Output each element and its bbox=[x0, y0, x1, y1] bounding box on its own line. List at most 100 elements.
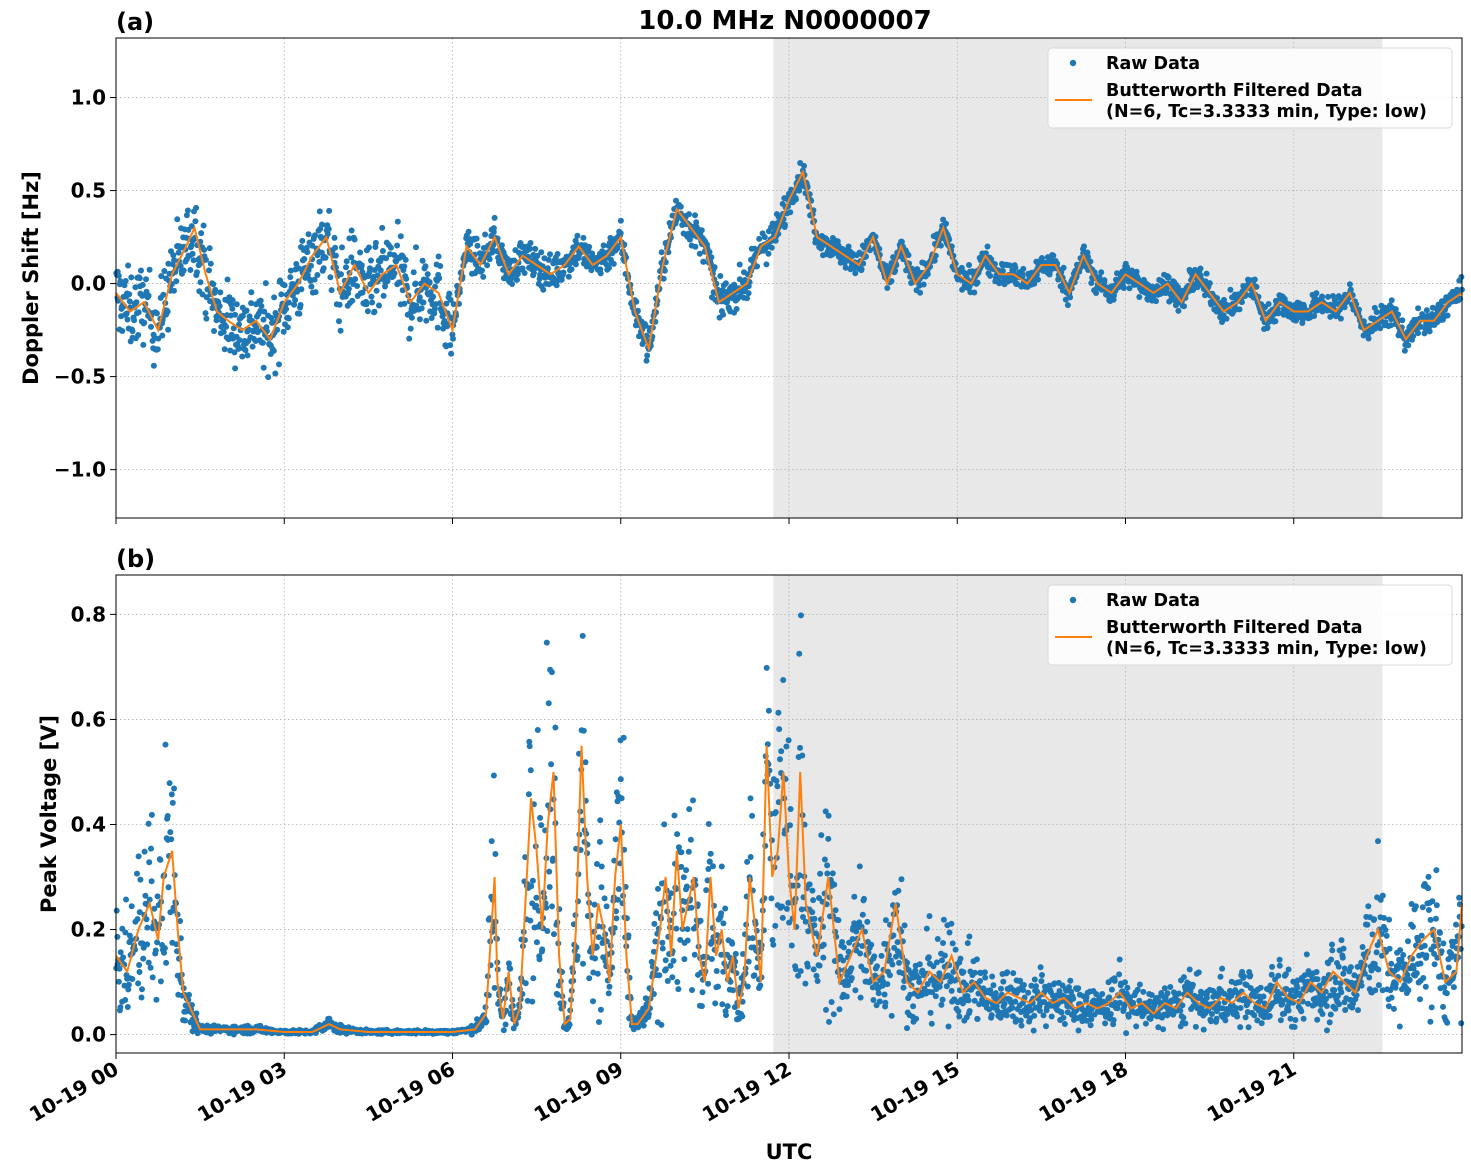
raw-data-point bbox=[706, 249, 713, 255]
raw-data-point bbox=[336, 318, 342, 325]
raw-data-point bbox=[1070, 995, 1077, 1002]
raw-data-point bbox=[1227, 286, 1234, 293]
raw-data-point bbox=[165, 326, 172, 333]
raw-data-point bbox=[593, 944, 600, 951]
raw-data-point bbox=[754, 263, 761, 270]
raw-data-point bbox=[533, 902, 540, 909]
raw-data-point bbox=[868, 941, 875, 948]
raw-data-point bbox=[363, 301, 370, 308]
raw-data-point bbox=[138, 994, 145, 1001]
raw-data-point bbox=[836, 1006, 843, 1013]
raw-data-point bbox=[435, 253, 442, 260]
raw-data-point bbox=[135, 309, 142, 316]
raw-data-point bbox=[165, 884, 172, 891]
raw-data-point bbox=[960, 969, 967, 975]
raw-data-point bbox=[675, 986, 682, 993]
raw-data-point bbox=[1124, 984, 1131, 991]
raw-data-point bbox=[768, 895, 775, 902]
raw-data-point bbox=[1300, 1015, 1307, 1022]
raw-data-point bbox=[966, 933, 973, 940]
raw-data-point bbox=[802, 980, 809, 987]
raw-data-point bbox=[532, 245, 539, 252]
raw-data-point bbox=[260, 316, 267, 323]
raw-data-point bbox=[526, 743, 533, 750]
raw-data-point bbox=[826, 1018, 832, 1025]
raw-data-point bbox=[166, 780, 173, 787]
raw-data-point bbox=[126, 291, 133, 298]
raw-data-point bbox=[332, 244, 339, 251]
raw-data-point bbox=[298, 286, 305, 293]
raw-data-point bbox=[831, 881, 838, 888]
raw-data-point bbox=[161, 945, 168, 952]
raw-data-point bbox=[366, 244, 372, 251]
raw-data-point bbox=[1064, 302, 1071, 309]
raw-data-point bbox=[1126, 285, 1133, 292]
raw-data-point bbox=[1050, 252, 1057, 259]
raw-data-point bbox=[211, 328, 217, 334]
raw-data-point bbox=[858, 266, 865, 273]
raw-data-point bbox=[474, 242, 481, 249]
raw-data-point bbox=[1189, 981, 1196, 988]
raw-data-point bbox=[1423, 307, 1430, 314]
raw-data-point bbox=[543, 639, 550, 646]
raw-data-point bbox=[372, 239, 379, 246]
raw-data-point bbox=[447, 296, 454, 303]
raw-data-point bbox=[876, 998, 883, 1005]
raw-data-point bbox=[898, 876, 905, 883]
raw-data-point bbox=[426, 279, 433, 285]
raw-data-point bbox=[686, 806, 693, 813]
raw-data-point bbox=[884, 981, 891, 988]
raw-data-point bbox=[1219, 965, 1226, 972]
raw-data-point bbox=[271, 294, 278, 301]
raw-data-point bbox=[235, 345, 242, 352]
raw-data-point bbox=[183, 212, 190, 219]
raw-data-point bbox=[653, 910, 660, 917]
raw-data-point bbox=[765, 707, 772, 714]
raw-data-point bbox=[613, 908, 619, 915]
raw-data-point bbox=[135, 332, 142, 338]
raw-data-point bbox=[526, 738, 533, 745]
y-tick-label: −0.5 bbox=[54, 365, 106, 389]
raw-data-point bbox=[601, 895, 608, 902]
raw-data-point bbox=[987, 272, 994, 279]
raw-data-point bbox=[927, 1009, 934, 1016]
raw-data-point bbox=[786, 919, 793, 926]
raw-data-point bbox=[715, 983, 721, 990]
raw-data-point bbox=[328, 287, 335, 294]
raw-data-point bbox=[708, 254, 715, 261]
raw-data-point bbox=[296, 265, 303, 272]
raw-data-point bbox=[937, 242, 944, 249]
raw-data-point bbox=[1102, 1020, 1109, 1027]
raw-data-point bbox=[1114, 1005, 1121, 1012]
raw-data-point bbox=[590, 998, 596, 1005]
raw-data-point bbox=[364, 308, 371, 315]
raw-data-point bbox=[745, 958, 752, 965]
raw-data-point bbox=[926, 913, 933, 920]
raw-data-point bbox=[940, 916, 947, 923]
raw-data-point bbox=[825, 812, 832, 819]
raw-data-point bbox=[821, 856, 828, 863]
raw-data-point bbox=[700, 258, 707, 265]
raw-data-point bbox=[1337, 315, 1344, 322]
raw-data-point bbox=[316, 208, 323, 215]
raw-data-point bbox=[312, 232, 319, 239]
raw-data-point bbox=[530, 975, 537, 982]
raw-data-point bbox=[1313, 290, 1320, 297]
raw-data-point bbox=[787, 822, 793, 829]
raw-data-point bbox=[1061, 1021, 1068, 1027]
raw-data-point bbox=[548, 761, 555, 768]
raw-data-point bbox=[554, 991, 561, 998]
raw-data-point bbox=[852, 987, 859, 994]
raw-data-point bbox=[818, 832, 825, 839]
raw-data-point bbox=[189, 1028, 196, 1035]
raw-data-point bbox=[655, 885, 661, 892]
raw-data-point bbox=[371, 308, 378, 315]
raw-data-point bbox=[705, 821, 712, 827]
raw-data-point bbox=[692, 212, 698, 219]
raw-data-point bbox=[136, 909, 143, 916]
raw-data-point bbox=[823, 1006, 829, 1013]
raw-data-point bbox=[1182, 1020, 1189, 1027]
raw-data-point bbox=[1020, 265, 1027, 272]
raw-data-point bbox=[733, 306, 740, 312]
raw-data-point bbox=[292, 297, 299, 303]
